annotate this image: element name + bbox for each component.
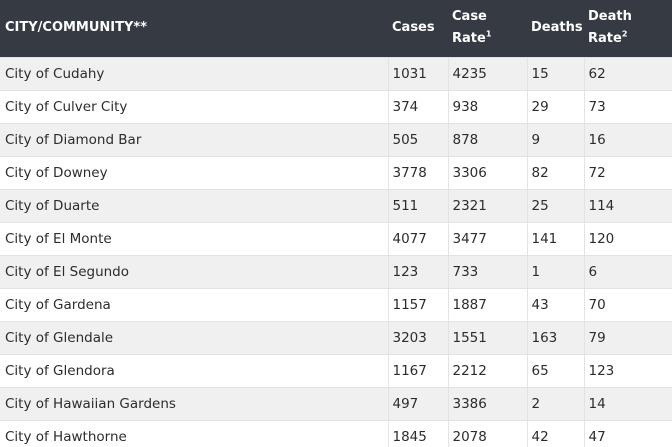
- table-row: City of Cudahy 1031 4235 15 62: [0, 56, 672, 90]
- city-cell: City of Culver City: [0, 89, 388, 123]
- case-rate-cell: 1551: [447, 320, 527, 354]
- table-header: CITY/COMMUNITY** Cases Case Rate1 Deaths…: [0, 0, 672, 57]
- case-rate-cell: 2078: [447, 419, 527, 447]
- table-row: City of Downey 3778 3306 82 72: [0, 155, 672, 189]
- column-header-case-rate[interactable]: Case Rate1: [448, 0, 527, 57]
- deaths-cell: 1: [526, 254, 584, 288]
- deaths-cell: 163: [526, 320, 584, 354]
- table-row: City of Glendale 3203 1551 163 79: [0, 320, 672, 354]
- cases-cell: 511: [387, 188, 448, 222]
- death-rate-cell: 70: [583, 287, 672, 321]
- city-cell: City of Gardena: [0, 287, 388, 321]
- city-cell: City of Duarte: [0, 188, 388, 222]
- deaths-cell: 25: [526, 188, 584, 222]
- column-header-death-rate[interactable]: Death Rate2: [584, 0, 672, 57]
- death-rate-cell: 73: [583, 89, 672, 123]
- table-row: City of Culver City 374 938 29 73: [0, 89, 672, 123]
- deaths-cell: 65: [526, 353, 584, 387]
- city-cell: City of Glendora: [0, 353, 388, 387]
- city-cell: City of El Monte: [0, 221, 388, 255]
- case-rate-cell: 878: [447, 122, 527, 156]
- death-rate-footnote-marker: 2: [621, 29, 628, 39]
- cases-cell: 497: [387, 386, 448, 420]
- table-row: City of El Monte 4077 3477 141 120: [0, 221, 672, 255]
- death-rate-cell: 14: [583, 386, 672, 420]
- header-row: CITY/COMMUNITY** Cases Case Rate1 Deaths…: [0, 0, 672, 57]
- column-header-deaths[interactable]: Deaths: [531, 20, 583, 36]
- city-cell: City of Diamond Bar: [0, 122, 388, 156]
- cases-cell: 374: [387, 89, 448, 123]
- death-rate-label: Death Rate: [588, 9, 632, 47]
- deaths-cell: 29: [526, 89, 584, 123]
- table-body: City of Cudahy 1031 4235 15 62 City of Culver…: [0, 56, 672, 447]
- death-rate-cell: 16: [583, 122, 672, 156]
- cases-cell: 123: [387, 254, 448, 288]
- column-header-city[interactable]: CITY/COMMUNITY**: [5, 20, 148, 36]
- deaths-cell: 82: [526, 155, 584, 189]
- table-row: City of El Segundo 123 733 1 6: [0, 254, 672, 288]
- case-rate-cell: 733: [447, 254, 527, 288]
- cases-cell: 1031: [387, 56, 448, 90]
- deaths-cell: 2: [526, 386, 584, 420]
- death-rate-cell: 72: [583, 155, 672, 189]
- cases-cell: 4077: [387, 221, 448, 255]
- table-row: City of Diamond Bar 505 878 9 16: [0, 122, 672, 156]
- table-row: City of Hawaiian Gardens 497 3386 2 14: [0, 386, 672, 420]
- death-rate-cell: 79: [583, 320, 672, 354]
- death-rate-cell: 47: [583, 419, 672, 447]
- deaths-cell: 141: [526, 221, 584, 255]
- case-rate-cell: 3306: [447, 155, 527, 189]
- table-row: City of Duarte 511 2321 25 114: [0, 188, 672, 222]
- column-header-cases[interactable]: Cases: [392, 20, 435, 36]
- cases-cell: 3203: [387, 320, 448, 354]
- case-rate-cell: 2321: [447, 188, 527, 222]
- table-row: City of Glendora 1167 2212 65 123: [0, 353, 672, 387]
- table-row: City of Gardena 1157 1887 43 70: [0, 287, 672, 321]
- cases-cell: 1167: [387, 353, 448, 387]
- city-cell: City of El Segundo: [0, 254, 388, 288]
- case-rate-cell: 938: [447, 89, 527, 123]
- death-rate-cell: 114: [583, 188, 672, 222]
- case-rate-cell: 1887: [447, 287, 527, 321]
- case-rate-cell: 4235: [447, 56, 527, 90]
- cases-cell: 1157: [387, 287, 448, 321]
- death-rate-cell: 6: [583, 254, 672, 288]
- city-cell: City of Downey: [0, 155, 388, 189]
- case-rate-label: Case Rate: [452, 9, 487, 47]
- cases-cell: 3778: [387, 155, 448, 189]
- city-cell: City of Hawaiian Gardens: [0, 386, 388, 420]
- deaths-cell: 9: [526, 122, 584, 156]
- death-rate-cell: 120: [583, 221, 672, 255]
- case-rate-cell: 3477: [447, 221, 527, 255]
- table-row: City of Hawthorne 1845 2078 42 47: [0, 419, 672, 447]
- city-cell: City of Hawthorne: [0, 419, 388, 447]
- death-rate-cell: 62: [583, 56, 672, 90]
- city-cell: City of Cudahy: [0, 56, 388, 90]
- deaths-cell: 42: [526, 419, 584, 447]
- case-rate-cell: 3386: [447, 386, 527, 420]
- city-cell: City of Glendale: [0, 320, 388, 354]
- cases-cell: 1845: [387, 419, 448, 447]
- case-rate-footnote-marker: 1: [485, 29, 492, 39]
- death-rate-cell: 123: [583, 353, 672, 387]
- cases-cell: 505: [387, 122, 448, 156]
- deaths-cell: 43: [526, 287, 584, 321]
- case-rate-cell: 2212: [447, 353, 527, 387]
- deaths-cell: 15: [526, 56, 584, 90]
